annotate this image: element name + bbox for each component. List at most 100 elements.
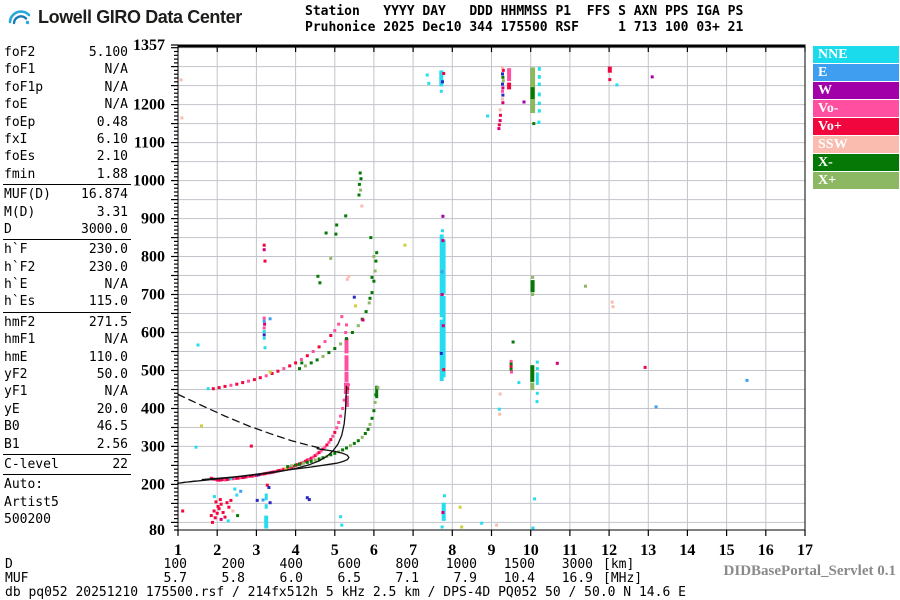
param-value: N/A	[104, 277, 128, 293]
dmuf-cell: 5.7	[163, 571, 187, 586]
param-label: D	[4, 221, 12, 237]
param-value: 110.0	[88, 349, 128, 365]
param-row-hf2: h`F2 230.0	[4, 259, 128, 276]
param-label: foEp	[4, 114, 36, 130]
param-value: 5.100	[88, 45, 128, 60]
param-label: h`F2	[4, 259, 36, 275]
param-row-fof1: foF1 N/A	[4, 61, 128, 78]
param-row-yf1: yF1 N/A	[4, 383, 128, 400]
dmuf-cell: 6.5	[337, 571, 361, 586]
svg-text:1200: 1200	[133, 97, 165, 114]
giro-logo-icon	[8, 10, 31, 25]
svg-text:1100: 1100	[134, 135, 165, 152]
svg-text:9: 9	[488, 542, 496, 559]
param-value: 6.10	[96, 131, 128, 147]
param-row-he: h`E N/A	[4, 276, 128, 293]
station-header-line2: Pruhonice 2025 Dec10 344 175500 RSF 1 71…	[305, 20, 744, 35]
dmuf-cell: 1000	[445, 557, 477, 572]
param-value: 3.31	[96, 204, 128, 220]
dmuf-row-label: MUF	[5, 571, 29, 586]
dmuf-cell: 1500	[503, 557, 535, 572]
panel-separator	[3, 311, 131, 313]
svg-text:16: 16	[758, 542, 774, 559]
param-row-yf2: yF2 50.0	[4, 366, 128, 383]
param-label: foF1p	[4, 79, 44, 95]
dmuf-cell: 5.8	[221, 571, 245, 586]
svg-text:700: 700	[141, 287, 165, 304]
param-row-foes: foEs 2.10	[4, 148, 128, 165]
legend-item-vo: Vo+	[813, 118, 899, 135]
brand-title: Lowell GIRO Data Center	[38, 6, 242, 27]
svg-text:12: 12	[601, 542, 617, 559]
dmuf-unit: [km]	[603, 557, 635, 572]
param-label: fxI	[4, 131, 28, 147]
svg-text:1: 1	[174, 542, 182, 559]
param-label: hmF2	[4, 314, 36, 330]
param-row-d: D 3000.0	[4, 221, 128, 238]
legend-item-vo: Vo-	[813, 100, 899, 117]
param-row-clevel: C-level 22	[4, 456, 128, 473]
svg-text:900: 900	[141, 211, 165, 228]
panel-separator	[3, 184, 131, 186]
param-label: B1	[4, 436, 20, 452]
param-row-md: M(D) 3.31	[4, 204, 128, 221]
servlet-label: DIDBasePortal_Servlet 0.1	[723, 563, 896, 579]
status-line: db pq052 20251210 175500.rsf / 214fx512h…	[5, 585, 686, 600]
dmuf-cell: 600	[337, 557, 361, 572]
svg-text:2: 2	[213, 542, 221, 559]
svg-text:11: 11	[562, 542, 577, 559]
panel-separator	[3, 474, 131, 476]
legend-item-nne: NNE	[813, 46, 899, 63]
param-row-hf: h`F 230.0	[4, 241, 128, 258]
panel-separator	[3, 239, 131, 241]
param-value: N/A	[104, 384, 128, 400]
param-label: yE	[4, 401, 20, 417]
svg-text:15: 15	[719, 542, 735, 559]
svg-text:13: 13	[640, 542, 656, 559]
param-row-fmin: fmin 1.88	[4, 166, 128, 183]
param-row-hmf2: hmF2 271.5	[4, 314, 128, 331]
svg-text:200: 200	[141, 476, 165, 493]
param-value: 50.0	[96, 367, 128, 383]
param-value: 0.48	[96, 114, 128, 130]
param-value: 230.0	[88, 259, 128, 275]
dmuf-cell: 10.4	[503, 571, 535, 586]
param-label: yF2	[4, 367, 28, 383]
param-value: 115.0	[88, 294, 128, 310]
dmuf-cell: 800	[395, 557, 419, 572]
param-value: 20.0	[96, 401, 128, 417]
param-row-hes: h`Es 115.0	[4, 293, 128, 310]
param-value: 271.5	[88, 314, 128, 330]
svg-text:10: 10	[523, 542, 539, 559]
legend-item-x: X-	[813, 154, 899, 171]
param-row-fxi: fxI 6.10	[4, 131, 128, 148]
station-header: Station YYYY DAY DDD HHMMSS P1 FFS S AXN…	[305, 4, 743, 36]
legend-item-ssw: SSW	[813, 136, 899, 153]
param-label: foF2	[4, 45, 36, 60]
param-value: 3000.0	[81, 221, 128, 237]
svg-text:1000: 1000	[133, 173, 165, 190]
param-value: N/A	[104, 79, 128, 95]
param-value: 22	[112, 456, 128, 472]
dmuf-cell: 3000	[561, 557, 593, 572]
svg-text:8: 8	[448, 542, 456, 559]
autoscaling-line: Auto:	[4, 477, 44, 493]
param-label: B0	[4, 419, 20, 435]
param-value: 16.874	[81, 187, 128, 203]
param-label: M(D)	[4, 204, 36, 220]
param-row-ye: yE 20.0	[4, 401, 128, 418]
dmuf-row-muf: MUF 5.7 5.8 6.0 6.5 7.1 7.9 10.4 16.9 [MHz]	[5, 572, 642, 586]
param-label: foE	[4, 97, 28, 113]
param-label: hmE	[4, 349, 28, 365]
dmuf-cell: 400	[279, 557, 303, 572]
param-row-mufd: MUF(D) 16.874	[4, 186, 128, 203]
param-label: fmin	[4, 166, 36, 182]
direction-legend: NNE E W Vo- Vo+ SSW X- X+	[813, 46, 899, 190]
svg-text:7: 7	[409, 542, 417, 559]
param-row-hmf1: hmF1 N/A	[4, 331, 128, 348]
param-label: hmF1	[4, 332, 36, 348]
param-row-fof2: foF2 5.100	[4, 44, 128, 61]
dmuf-cell: 7.9	[453, 571, 477, 586]
svg-text:17: 17	[797, 542, 813, 559]
